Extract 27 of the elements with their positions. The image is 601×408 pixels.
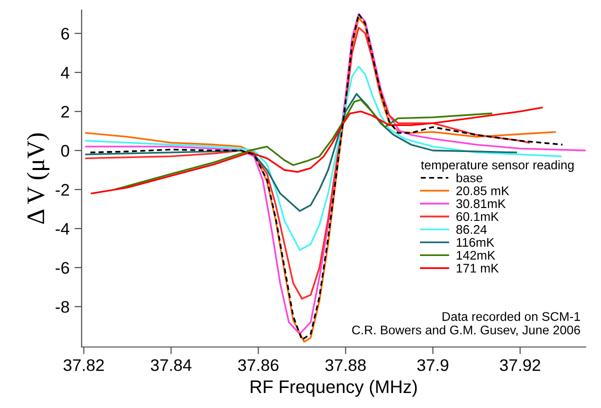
y-tick-label: -6 xyxy=(56,262,70,274)
x-tick-label: 37.88 xyxy=(325,359,366,372)
legend-label: 60.1mK xyxy=(456,212,499,222)
legend-label: 116mK xyxy=(456,238,494,247)
y-tick-label: -2 xyxy=(56,184,69,196)
y-tick-label: 0 xyxy=(61,144,70,157)
legend-label: 30.81mK xyxy=(456,199,506,208)
y-tick-label: -4 xyxy=(56,223,70,235)
x-axis-title: RF Frequency (MHz) xyxy=(250,380,417,397)
legend-label: base xyxy=(456,173,482,182)
legend-label: 171 mK xyxy=(456,264,499,272)
x-tick-label: 37.84 xyxy=(150,359,192,372)
x-tick-label: 37.9 xyxy=(417,359,448,372)
y-tick-label: 2 xyxy=(61,106,69,118)
y-tick-label: 4 xyxy=(60,67,70,78)
annotation: Data recorded on SCM-1 C.R. Bowers and G.M. Gusev, June 2006 xyxy=(352,312,580,336)
legend-title: temperature sensor reading xyxy=(420,160,574,172)
y-tick-label: 6 xyxy=(61,28,70,40)
x-tick-label: 37.86 xyxy=(238,359,278,372)
y-axis-title: Δ V (μV) xyxy=(26,133,50,224)
x-tick-label: 37.92 xyxy=(500,359,540,372)
legend-label: 142mK xyxy=(456,250,496,260)
legend-label: 20.85 mK xyxy=(456,186,510,196)
legend-label: 86.24 xyxy=(456,225,487,234)
line-series xyxy=(85,26,530,300)
y-tick-label: -8 xyxy=(56,301,70,313)
x-tick-label: 37.82 xyxy=(64,359,104,372)
